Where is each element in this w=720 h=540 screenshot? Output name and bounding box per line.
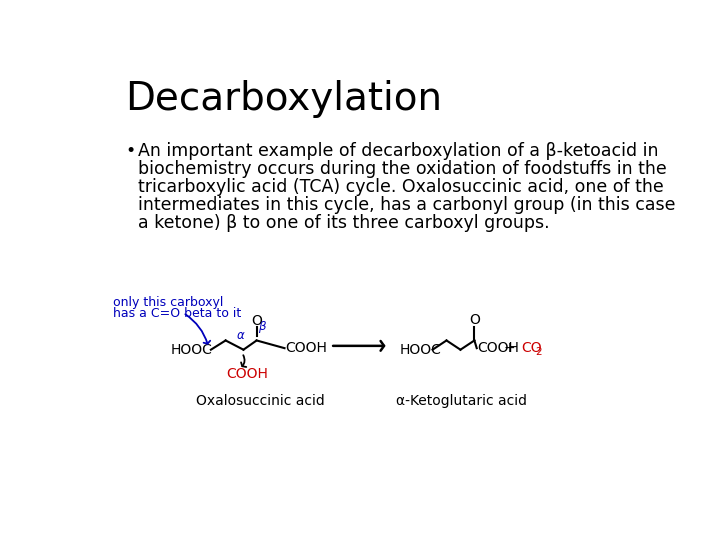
Text: HOOC: HOOC [171,343,212,357]
Text: α-Ketoglutaric acid: α-Ketoglutaric acid [397,394,528,408]
Text: Oxalosuccinic acid: Oxalosuccinic acid [196,394,325,408]
Text: intermediates in this cycle, has a carbonyl group (in this case: intermediates in this cycle, has a carbo… [138,196,675,214]
Text: α: α [236,329,244,342]
Text: β: β [258,320,265,333]
Text: 2: 2 [535,347,541,357]
Text: only this carboxyl: only this carboxyl [113,296,224,309]
Text: O: O [251,314,262,328]
Text: •: • [125,142,135,160]
Text: COOH: COOH [226,367,269,381]
Text: CO: CO [521,341,541,355]
Text: HOOC: HOOC [400,343,442,357]
Text: COOH: COOH [285,341,327,355]
Text: Decarboxylation: Decarboxylation [125,80,442,118]
Text: has a C=O beta to it: has a C=O beta to it [113,307,241,320]
Text: biochemistry occurs during the oxidation of foodstuffs in the: biochemistry occurs during the oxidation… [138,160,667,178]
Text: COOH: COOH [477,341,519,355]
Text: O: O [469,313,480,327]
Text: +: + [503,341,515,355]
Text: An important example of decarboxylation of a β-ketoacid in: An important example of decarboxylation … [138,142,659,160]
Text: tricarboxylic acid (TCA) cycle. Oxalosuccinic acid, one of the: tricarboxylic acid (TCA) cycle. Oxalosuc… [138,178,664,196]
Text: a ketone) β to one of its three carboxyl groups.: a ketone) β to one of its three carboxyl… [138,214,549,232]
